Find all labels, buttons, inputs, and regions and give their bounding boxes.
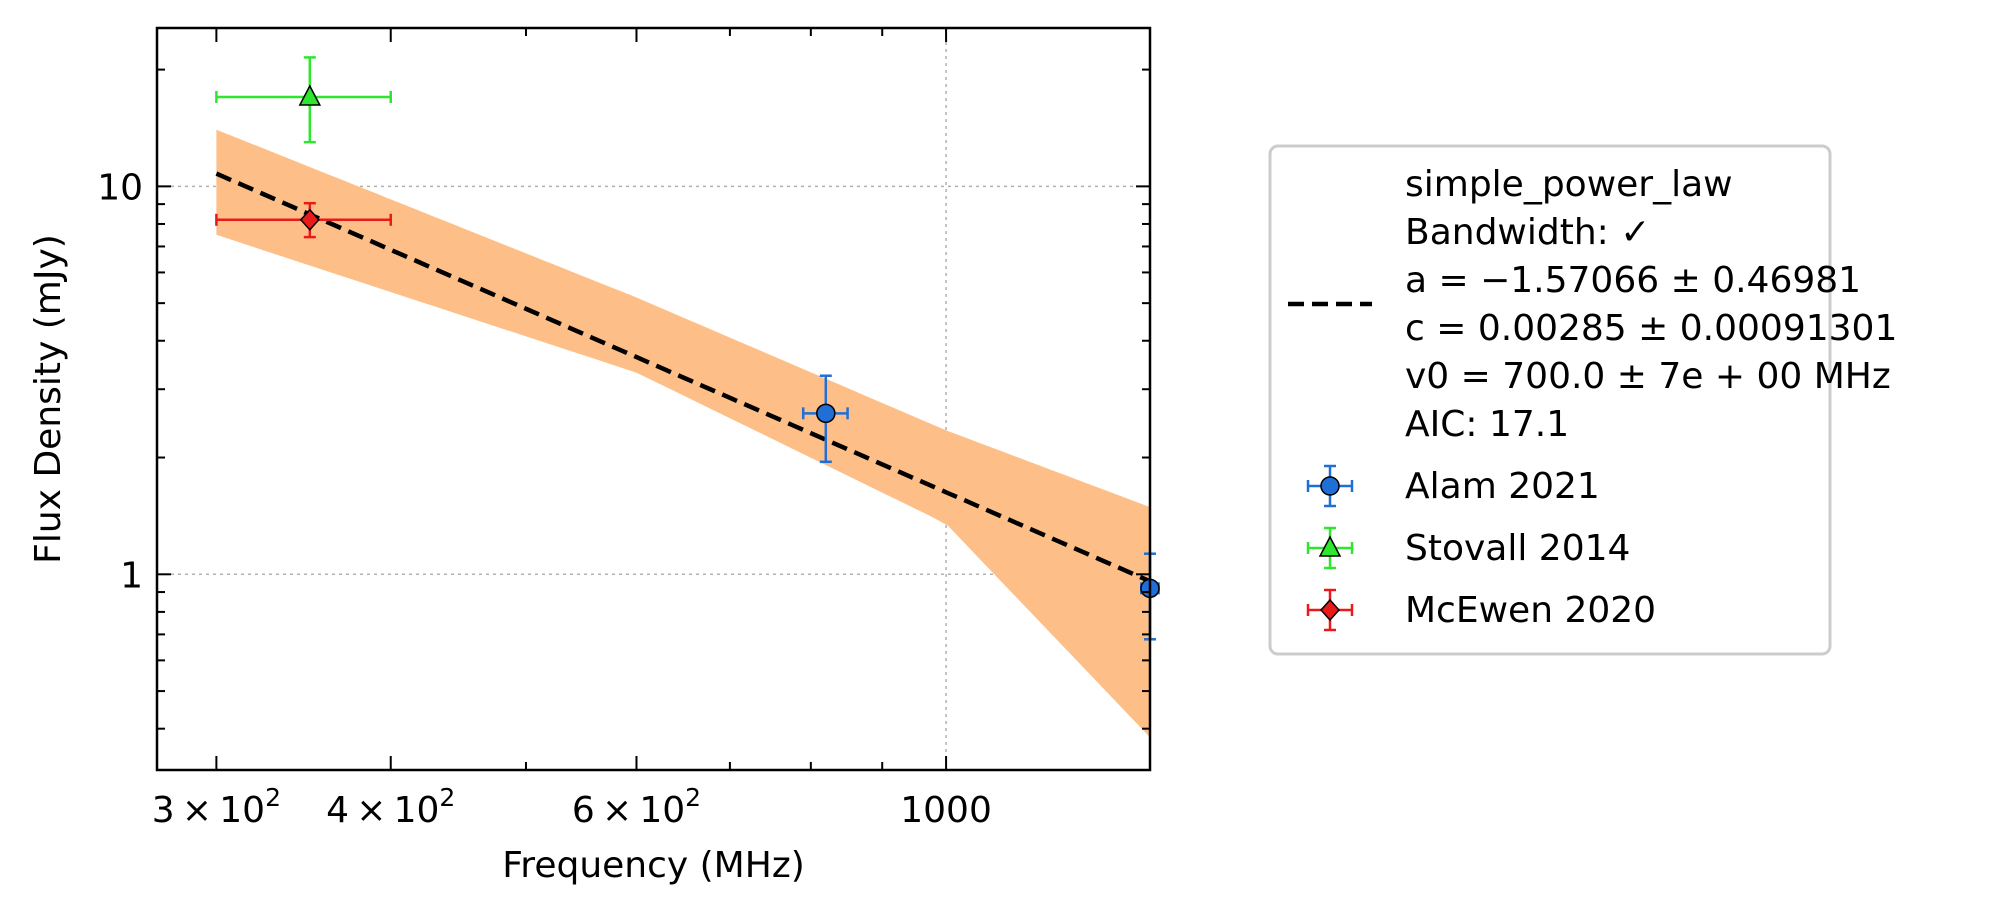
legend-fit-aic: AIC: 17.1	[1405, 404, 1569, 445]
y-tick-label: 1	[120, 555, 143, 596]
legend: simple_power_law Bandwidth: ✓ a = −1.570…	[1268, 144, 1897, 656]
legend-frame	[1268, 144, 1832, 656]
legend-fit-param-c: c = 0.00285 ± 0.00091301	[1405, 308, 1897, 349]
legend-series-entries: Alam 2021 Stovall 2014 McEwen 2020	[1306, 464, 1656, 632]
legend-fit-param-v0: v0 = 700.0 ± 7e + 00 MHz	[1405, 356, 1891, 397]
legend-entry-fit: simple_power_law Bandwidth: ✓ a = −1.570…	[1288, 164, 1897, 445]
x-tick-label: 6 × 102	[572, 783, 701, 831]
axis-ticks	[157, 28, 1150, 770]
legend-entry-stovall-2014: Stovall 2014	[1306, 526, 1630, 570]
x-tick-label: 4 × 102	[326, 783, 455, 831]
legend-fit-bandwidth: Bandwidth: ✓	[1405, 212, 1650, 253]
x-axis-label: Frequency (MHz)	[502, 845, 805, 886]
y-axis-label: Flux Density (mJy)	[28, 234, 69, 564]
fit-line	[215, 171, 1151, 584]
data-point-mcewen-2020	[299, 208, 320, 231]
legend-entry-mcewen-2020: McEwen 2020	[1306, 588, 1656, 632]
x-tick-label: 1000	[900, 790, 992, 831]
grid-lines	[157, 28, 1150, 770]
legend-marker-mcewen-2020	[1319, 598, 1341, 622]
fit-band-area	[216, 129, 1150, 738]
legend-fit-name: simple_power_law	[1405, 164, 1733, 205]
legend-marker-alam-2021	[1320, 476, 1340, 496]
legend-marker-stovall-2014	[1318, 535, 1342, 557]
legend-label-mcewen-2020: McEwen 2020	[1405, 590, 1656, 631]
y-tick-label: 10	[97, 167, 143, 208]
data-point-stovall-2014	[298, 84, 322, 106]
x-tick-label: 3 × 102	[152, 783, 281, 831]
series-mcewen-2020	[215, 201, 392, 239]
plot-frame	[155, 26, 1152, 772]
legend-label-stovall-2014: Stovall 2014	[1405, 528, 1630, 569]
fit-line-path	[215, 171, 1151, 584]
tick-labels: 3 × 102 4 × 102 6 × 102 1000 1 10	[97, 167, 992, 831]
data-point-alam-2021	[816, 403, 836, 424]
legend-fit-param-a: a = −1.57066 ± 0.46981	[1405, 260, 1861, 301]
legend-entry-alam-2021: Alam 2021	[1306, 464, 1600, 508]
legend-label-alam-2021: Alam 2021	[1405, 466, 1600, 507]
series-stovall-2014	[215, 56, 392, 144]
fit-uncertainty-band	[216, 129, 1150, 738]
